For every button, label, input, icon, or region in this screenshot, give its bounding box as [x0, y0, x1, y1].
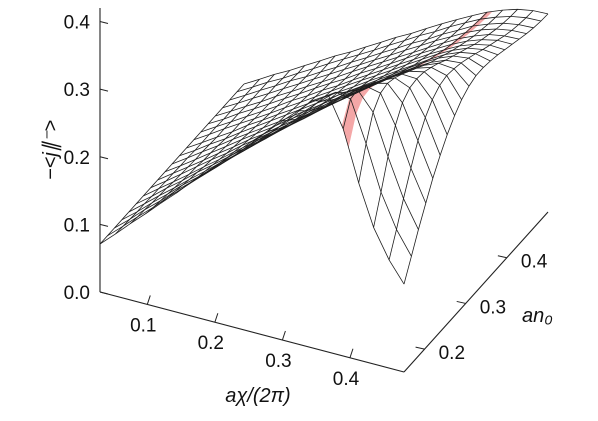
x-tick-label: 0.1 — [130, 315, 156, 336]
x-tick-mark — [214, 313, 219, 323]
mesh-line-const-x — [373, 9, 518, 228]
mesh-line-const-x — [328, 15, 473, 96]
z-tick-label: 0.2 — [64, 148, 90, 169]
x-axis-title: aχ/(2π) — [225, 385, 290, 407]
x-tick-mark — [349, 348, 354, 358]
z-axis-title: −<j∥⁻> — [40, 120, 62, 180]
mesh-line-const-x — [312, 19, 458, 102]
x-tick-label: 0.3 — [265, 351, 291, 372]
y-tick-label: 0.4 — [521, 252, 548, 273]
y-tick-mark — [497, 255, 507, 259]
mesh-line-const-x — [297, 23, 443, 112]
mesh-line-const-x — [282, 28, 427, 122]
mesh-line-const-y — [222, 28, 527, 109]
z-tick-mark — [99, 21, 109, 25]
z-tick-label: 0.4 — [64, 13, 91, 34]
mesh-line-const-x — [130, 74, 275, 224]
mesh-line-const-x — [251, 37, 397, 142]
y-tick-label: 0.2 — [439, 343, 465, 364]
z-tick-mark — [99, 223, 109, 227]
mesh-line-const-y — [157, 67, 462, 181]
mesh-line-const-y — [136, 77, 441, 205]
mesh-line-const-y — [143, 73, 448, 197]
mesh-line-const-x — [176, 60, 321, 194]
y-axis-line — [403, 211, 549, 373]
mesh-line-const-x — [191, 55, 336, 183]
x-tick-mark — [146, 295, 151, 305]
x-tick-label: 0.4 — [333, 369, 360, 390]
y-tick-mark — [456, 300, 466, 304]
mesh-line-const-x — [342, 11, 488, 129]
y-axis-title: an₀ — [522, 305, 553, 327]
y-tick-label: 0.3 — [480, 297, 506, 318]
mesh-line-const-x — [236, 42, 382, 152]
mesh-line-const-y — [121, 85, 427, 221]
mesh-line-const-x — [160, 65, 306, 204]
x-tick-label: 0.2 — [198, 333, 224, 354]
tick-labels: 0.0 0.1 0.2 0.3 0.4 0.1 0.2 0.3 0.4 0.2 0.3 0.4 — [64, 13, 548, 390]
z-tick-mark — [99, 88, 109, 92]
z-tick-label: 0.3 — [64, 80, 90, 101]
mesh-line-const-x — [403, 13, 549, 285]
surface-mesh — [99, 8, 549, 285]
mesh-line-const-x — [221, 46, 366, 163]
mesh-line-const-x — [99, 83, 245, 245]
z-tick-mark — [99, 291, 109, 295]
y-tick-mark — [415, 346, 425, 350]
mesh-line-const-x — [388, 10, 534, 260]
axes — [99, 8, 549, 373]
mesh-line-const-x — [115, 79, 260, 235]
z-tick-mark — [99, 156, 109, 160]
x-tick-mark — [281, 330, 286, 341]
mesh-line-const-x — [145, 70, 291, 214]
mesh-line-const-x — [267, 33, 412, 132]
z-tick-label: 0.0 — [64, 283, 90, 304]
tick-marks — [99, 21, 507, 358]
z-tick-label: 0.1 — [64, 215, 90, 236]
mesh-line-const-y — [114, 89, 419, 230]
x-axis-line — [99, 291, 405, 373]
mesh-line-const-x — [358, 9, 503, 183]
